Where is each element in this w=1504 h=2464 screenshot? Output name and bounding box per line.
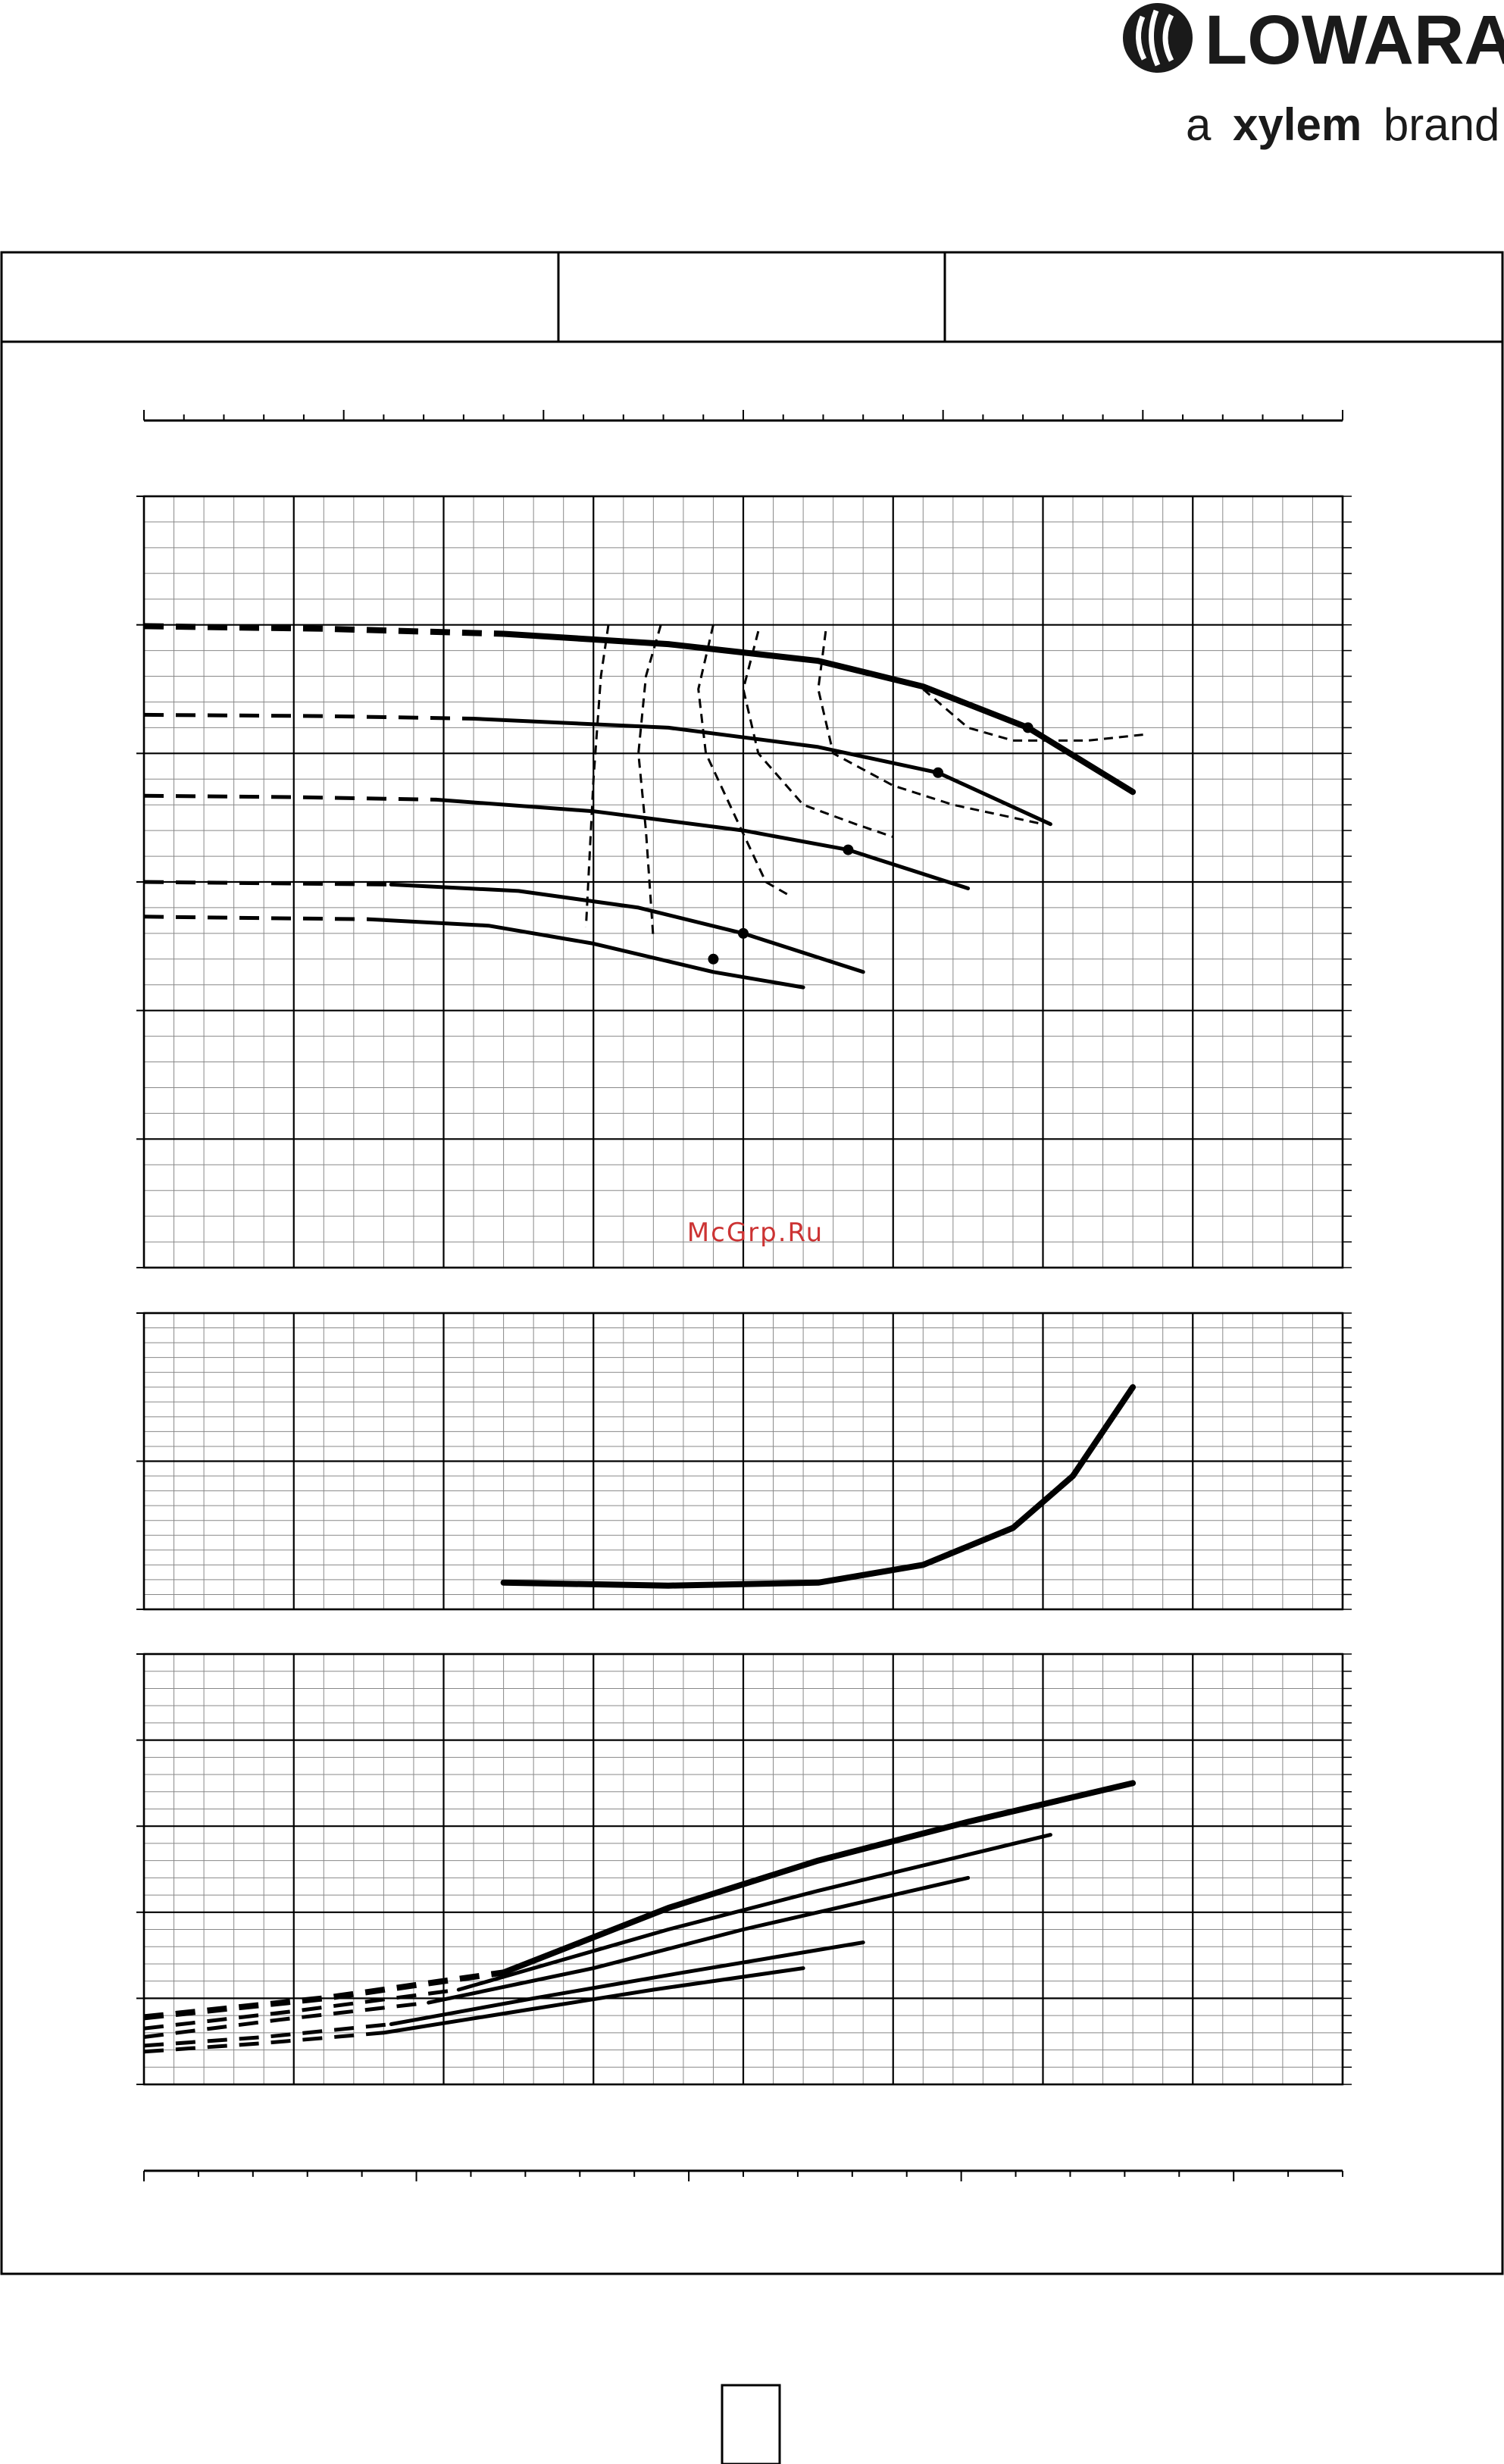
duty-point-marker — [708, 953, 719, 965]
power-curve-panel — [136, 1653, 1352, 2086]
page-number-box — [721, 2384, 781, 2464]
brand-name: LOWARA — [1205, 2, 1504, 79]
duty-point-marker — [738, 927, 749, 939]
bottom-flow-axis — [143, 2169, 1343, 2181]
curve-dashed-extension — [143, 1969, 505, 2021]
head-curve-panel — [136, 495, 1352, 1269]
tagline-bold: xylem — [1233, 99, 1362, 150]
curve-series-5 — [367, 917, 805, 990]
curve-dashed-extension — [143, 712, 474, 721]
efficiency-contour — [637, 624, 662, 940]
efficiency-contour — [922, 688, 1149, 742]
tagline-suffix: brand — [1384, 99, 1499, 150]
curve-series-2 — [471, 717, 1052, 827]
efficiency-contour — [742, 630, 894, 839]
brand-tagline: a xylem brand — [1186, 99, 1499, 150]
curve-series-1 — [500, 630, 1137, 796]
efficiency-contour — [697, 624, 790, 896]
curve-dashed-extension — [143, 623, 504, 637]
curve-series-1 — [500, 1780, 1137, 1976]
lowara-logo: LOWARA a xylem brand — [1123, 2, 1504, 150]
top-flow-axis — [143, 410, 1343, 422]
curve-series-1 — [500, 1384, 1137, 1589]
curve-series-3 — [427, 1875, 971, 2005]
curve-dashed-extension — [143, 793, 436, 802]
curve-dashed-extension — [143, 880, 392, 886]
droplet-icon — [1123, 3, 1193, 73]
curve-dashed-extension — [143, 2031, 384, 2054]
curve-dashed-extension — [143, 2000, 429, 2039]
curve-dashed-extension — [143, 915, 369, 921]
tagline-prefix: a — [1186, 99, 1212, 150]
plot-frame — [142, 1312, 1344, 1611]
efficiency-contour — [584, 624, 610, 927]
curve-series-4 — [389, 882, 865, 974]
curve-series-2 — [456, 1833, 1052, 1992]
plot-frame — [142, 1653, 1344, 2086]
curve-series-5 — [381, 1966, 805, 2035]
duty-point-marker — [933, 767, 944, 778]
curve-dashed-extension — [143, 2022, 392, 2048]
curve-series-3 — [434, 797, 971, 890]
watermark-text: McGrp.Ru — [687, 1218, 824, 1248]
sheet-frame — [0, 251, 1504, 2275]
curve-series-4 — [389, 1940, 865, 2026]
duty-point-marker — [1022, 722, 1033, 733]
curve-dashed-extension — [143, 1987, 459, 2031]
npsh-curve-panel — [136, 1312, 1352, 1611]
duty-point-marker — [843, 844, 854, 855]
efficiency-contour — [817, 630, 1043, 826]
